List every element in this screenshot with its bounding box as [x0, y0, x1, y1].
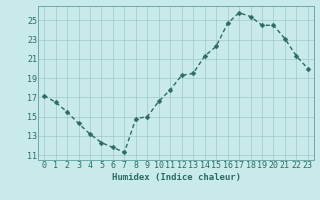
- X-axis label: Humidex (Indice chaleur): Humidex (Indice chaleur): [111, 173, 241, 182]
